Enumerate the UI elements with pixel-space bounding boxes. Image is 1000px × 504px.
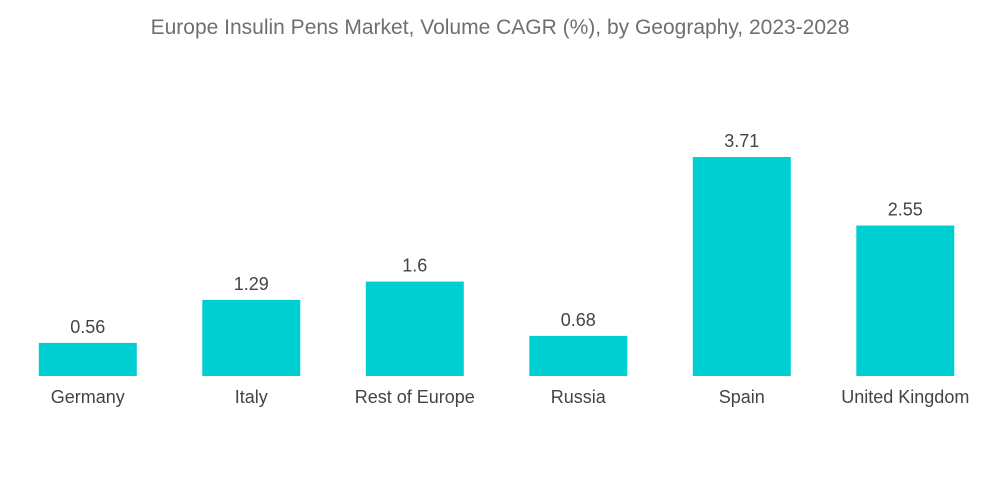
value-label: 1.29	[234, 274, 269, 294]
bar-united-kingdom	[856, 225, 955, 376]
bar-germany	[38, 342, 137, 376]
chart-title: Europe Insulin Pens Market, Volume CAGR …	[150, 16, 850, 39]
category-label: United Kingdom	[841, 387, 969, 407]
category-label: Spain	[719, 387, 765, 407]
category-label: Italy	[235, 387, 268, 407]
bar-russia	[529, 335, 628, 376]
category-label: Rest of Europe	[355, 387, 475, 407]
value-label: 3.71	[724, 131, 759, 151]
category-label: Russia	[551, 387, 607, 407]
bar-italy	[202, 299, 301, 376]
category-label: Germany	[51, 387, 125, 407]
bar-spain	[692, 157, 791, 376]
bar-rest-of-europe	[365, 281, 464, 376]
value-label: 2.55	[888, 200, 923, 220]
value-label: 0.56	[70, 317, 105, 337]
value-label: 0.68	[561, 310, 596, 330]
value-label: 1.6	[402, 256, 427, 276]
